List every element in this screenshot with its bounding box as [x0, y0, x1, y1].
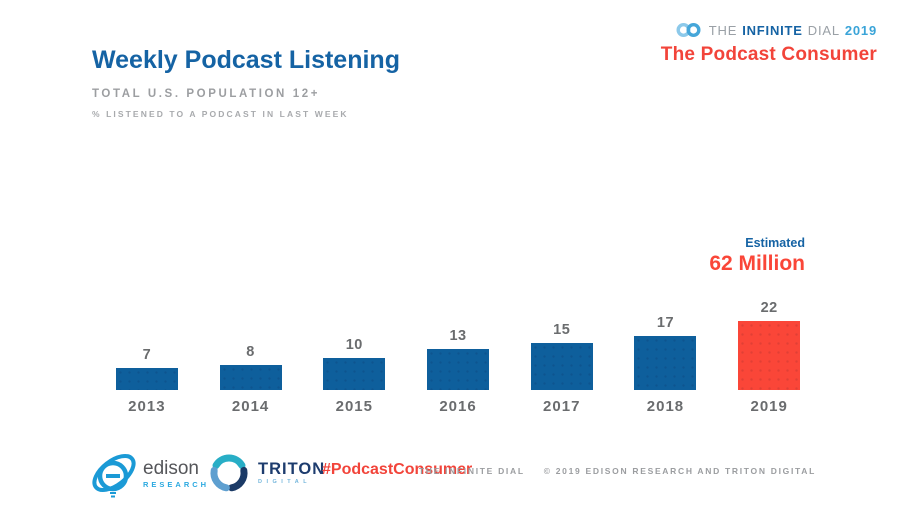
bar-2016 [427, 349, 490, 390]
program-title: The Podcast Consumer [660, 44, 877, 65]
hashtag: #PodcastConsumer [322, 461, 473, 478]
bar-value-label: 8 [246, 344, 255, 360]
bar-chart: 7 2013 8 2014 10 2015 13 2016 15 2017 17 2018 22 2019 [95, 278, 821, 415]
bar-2018 [634, 336, 697, 390]
bar-column: 8 2014 [199, 278, 303, 415]
x-axis-label: 2013 [128, 398, 166, 415]
x-axis-label: 2018 [646, 398, 685, 415]
triton-digital-logo: TRITON DIGITAL [208, 452, 325, 494]
edison-wordmark: edison RESEARCH [143, 459, 209, 489]
bar-value-label: 7 [142, 347, 152, 363]
source-right: © 2019 EDISON RESEARCH AND TRITON DIGITA… [543, 466, 816, 476]
x-axis-label: 2014 [231, 398, 270, 415]
bar-stack: 13 [427, 278, 490, 390]
source-left: THE INFINITE DIAL [418, 466, 525, 476]
bar-2014 [219, 365, 282, 390]
edison-research-logo: edison RESEARCH [88, 447, 209, 501]
bar-column: 22 2019 [717, 278, 821, 415]
bar-value-label: 15 [553, 322, 571, 338]
bar-stack: 8 [219, 278, 282, 390]
bar-2017 [530, 343, 593, 390]
x-axis-label: 2015 [335, 398, 373, 415]
infinity-icon [676, 22, 701, 38]
edison-icon [92, 453, 136, 498]
triton-icon [210, 454, 248, 492]
bar-column: 15 2017 [510, 278, 614, 415]
triton-wordmark: TRITON DIGITAL [258, 461, 325, 486]
bar-2015 [323, 358, 386, 390]
bar-chart-columns: 7 2013 8 2014 10 2015 13 2016 15 2017 17 2018 22 2019 [95, 278, 821, 415]
brand-word-the: THE [708, 22, 738, 38]
bar-stack: 7 [115, 278, 178, 390]
bar-stack: 10 [323, 278, 386, 390]
x-axis-label: 2017 [543, 398, 581, 415]
triton-name: TRITON [258, 459, 326, 478]
source-line: THE INFINITE DIAL © 2019 EDISON RESEARCH… [419, 466, 816, 476]
edison-sub: RESEARCH [143, 480, 210, 489]
brand-block: THE INFINITE DIAL 2019 The Podcast Consu… [661, 22, 877, 66]
chart-subtitle: TOTAL U.S. POPULATION 12+ [92, 88, 321, 100]
bar-value-label: 22 [760, 300, 778, 316]
bar-column: 17 2018 [614, 278, 718, 415]
brand-word-year: 2019 [844, 22, 877, 38]
x-axis-label: 2019 [750, 398, 788, 415]
chart-description: % LISTENED TO A PODCAST IN LAST WEEK [92, 109, 349, 119]
brand-word-dial: DIAL [807, 22, 840, 38]
bar-stack: 17 [634, 278, 697, 390]
bar-column: 13 2016 [406, 278, 510, 415]
bar-column: 10 2015 [302, 278, 406, 415]
edison-name: edison [143, 458, 199, 479]
bar-column: 7 2013 [95, 278, 199, 415]
bar-value-label: 13 [449, 328, 467, 344]
bar-value-label: 10 [345, 337, 363, 353]
header: Weekly Podcast Listening TOTAL U.S. POPU… [92, 46, 400, 119]
bar-value-label: 17 [656, 315, 675, 331]
bar-stack: 15 [530, 278, 593, 390]
estimate-annotation: Estimated 62 Million [709, 236, 805, 276]
infinite-dial-logo: THE INFINITE DIAL 2019 [661, 22, 877, 38]
page-title: Weekly Podcast Listening [92, 46, 400, 74]
estimate-label: Estimated [745, 236, 805, 250]
x-axis-label: 2016 [439, 398, 477, 415]
estimate-value: 62 Million [709, 252, 805, 275]
bar-2013 [115, 368, 178, 390]
brand-word-infinite: INFINITE [742, 22, 803, 38]
bar-2019 [738, 321, 801, 390]
bar-stack: 22 [738, 278, 801, 390]
triton-sub: DIGITAL [258, 479, 312, 486]
